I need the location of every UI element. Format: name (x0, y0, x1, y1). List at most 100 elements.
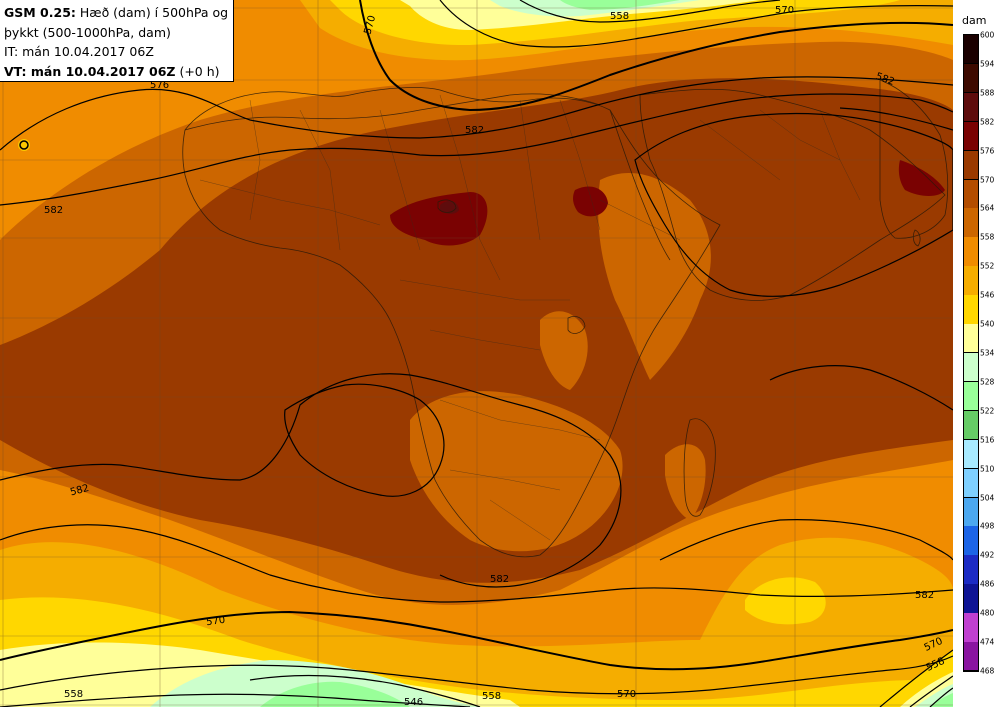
contour-582-south-east (659, 519, 953, 561)
legend-swatch (964, 497, 978, 527)
contour-576-south (0, 524, 953, 603)
legend-label: 468 (980, 666, 995, 676)
patch-552-east (745, 577, 826, 625)
legend-label: 552 (980, 261, 995, 271)
legend-label: 492 (980, 550, 995, 560)
legend-swatch (964, 121, 978, 152)
legend-unit: dam (962, 14, 987, 27)
valid-time: VT: mán 10.04.2017 06Z (4, 63, 176, 79)
legend-swatch (964, 613, 978, 643)
legend-swatch (964, 642, 978, 672)
label-582-north-center: 582 (465, 125, 484, 136)
coastlines (182, 79, 949, 558)
contour-570-south (0, 610, 953, 671)
map-info-box: GSM 0.25: Hæð (dam) í 500hPa og þykkt (5… (0, 0, 234, 82)
legend-label: 534 (980, 348, 995, 358)
coast-lake-victoria (567, 316, 586, 334)
legend-swatch (964, 63, 978, 94)
high-center-ring-icon (19, 140, 29, 150)
map-description-2: þykkt (500-1000hPa, dam) (4, 24, 171, 40)
legend-label: 594 (980, 59, 995, 69)
legend-label: 486 (980, 579, 995, 589)
color-legend (963, 34, 979, 672)
label-558-north: 558 (610, 11, 629, 22)
patch-570-madagascar (665, 444, 706, 520)
legend-swatch (964, 208, 978, 238)
coast-sri-lanka (912, 229, 921, 247)
legend-labels: 600 594 588 582 576 570 564 558 552 546 540 534 528 5… (979, 30, 1000, 676)
label-582-south-west: 582 (69, 483, 90, 499)
contour-552-east (879, 649, 953, 707)
valid-time-offset: (+0 h) (179, 63, 220, 79)
coast-arabia (639, 88, 946, 301)
contour-582-east (839, 107, 953, 131)
legend-label: 546 (980, 290, 995, 300)
label-558-south-west: 558 (64, 689, 83, 700)
coast-lake-chad (437, 199, 457, 213)
legend-label: 600 (980, 30, 995, 40)
legend-label: 522 (980, 406, 995, 416)
legend-swatch (964, 410, 978, 441)
coast-mediterranean (184, 93, 601, 131)
borders (199, 94, 861, 541)
label-582-south-east: 582 (915, 590, 934, 601)
label-570-south: 570 (617, 689, 636, 700)
patch-570-east (598, 172, 711, 380)
model-name: GSM 0.25: (4, 5, 76, 20)
legend-swatch (964, 468, 978, 499)
contour-570-north (359, 0, 953, 112)
legend-swatch (964, 266, 978, 296)
legend-label: 516 (980, 435, 995, 445)
coast-africa (182, 87, 721, 558)
legend-label: 570 (980, 175, 995, 185)
legend-swatch (964, 555, 978, 585)
legend-label: 480 (980, 608, 995, 618)
weather-map[interactable]: 570 558 570 576 582 582 582 582 582 582 … (0, 0, 953, 707)
legend-label: 528 (980, 377, 995, 387)
legend-label: 564 (980, 203, 995, 213)
legend-swatch (964, 353, 978, 383)
initial-time: IT: mán 10.04.2017 06Z (4, 44, 154, 59)
contour-labels: 570 558 570 576 582 582 582 582 582 582 … (44, 5, 947, 707)
legend-label: 540 (980, 319, 995, 329)
label-582-west: 582 (44, 205, 63, 216)
legend-swatch (964, 324, 978, 354)
legend-swatch (964, 150, 978, 181)
contour-564-south (0, 655, 953, 695)
legend-label: 576 (980, 146, 995, 156)
label-582-south-center: 582 (490, 574, 509, 585)
coast-india (879, 79, 949, 239)
contour-582-south-east-2 (769, 365, 953, 411)
patch-570-africa-center (410, 391, 623, 552)
height-contours (0, 0, 953, 707)
legend-swatch (964, 381, 978, 412)
legend-swatch (964, 35, 978, 65)
legend-swatch (964, 295, 978, 325)
contour-582-west (0, 93, 953, 206)
contour-582-south (0, 373, 622, 588)
contour-576-north (0, 76, 953, 151)
label-570-south-west: 570 (206, 615, 226, 629)
contour-546-south (249, 674, 481, 707)
core-588-center (573, 186, 608, 217)
valid-time-line: VT: mán 10.04.2017 06Z (+0 h) (4, 62, 229, 82)
legend-swatch (964, 179, 978, 209)
label-576-west: 576 (150, 80, 169, 91)
legend-swatch (964, 92, 978, 123)
label-558-south: 558 (482, 691, 501, 702)
contour-582-east-loop (634, 112, 953, 297)
label-546-south: 546 (404, 697, 423, 707)
legend-swatch (964, 439, 978, 470)
coast-madagascar (683, 418, 716, 517)
band-534-north (560, 0, 680, 10)
legend-label: 510 (980, 464, 995, 474)
patch-570-central (540, 311, 588, 390)
legend-label: 504 (980, 493, 995, 503)
band-534-south-east (930, 693, 953, 707)
contour-558-south (0, 693, 471, 707)
legend-swatch (964, 526, 978, 556)
band-576-main (0, 78, 953, 583)
map-description-1: Hæð (dam) í 500hPa og (79, 5, 229, 20)
legend-label: 474 (980, 637, 995, 647)
contour-564-north (439, 0, 953, 48)
